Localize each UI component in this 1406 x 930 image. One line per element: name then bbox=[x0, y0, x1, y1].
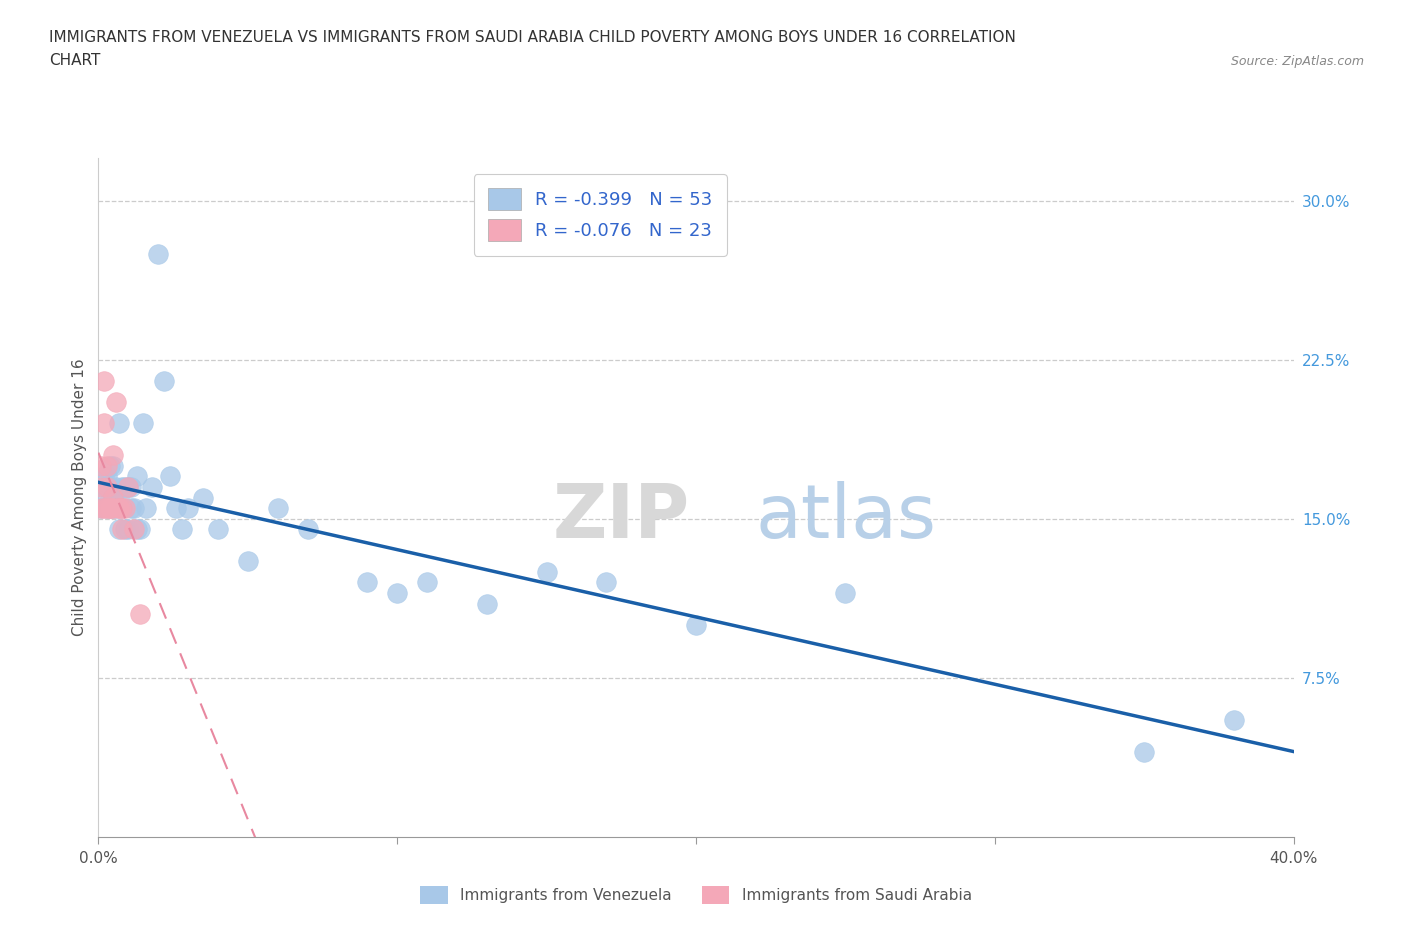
Point bbox=[172, 522, 194, 537]
Point bbox=[103, 490, 125, 505]
Point bbox=[356, 575, 378, 590]
Point bbox=[93, 480, 115, 495]
Point bbox=[267, 500, 290, 515]
Point bbox=[117, 522, 139, 537]
Point bbox=[475, 596, 498, 611]
Point bbox=[105, 394, 128, 409]
Point bbox=[834, 586, 856, 601]
Point bbox=[100, 500, 122, 515]
Point bbox=[105, 480, 128, 495]
Text: atlas: atlas bbox=[756, 482, 936, 554]
Point bbox=[96, 500, 118, 515]
Point bbox=[120, 500, 142, 515]
Text: Source: ZipAtlas.com: Source: ZipAtlas.com bbox=[1230, 55, 1364, 68]
Point bbox=[100, 500, 122, 515]
Point bbox=[108, 500, 131, 515]
Point bbox=[297, 522, 319, 537]
Point bbox=[148, 246, 170, 261]
Point bbox=[416, 575, 439, 590]
Point bbox=[108, 522, 131, 537]
Point bbox=[595, 575, 617, 590]
Point bbox=[103, 490, 125, 505]
Point bbox=[90, 500, 112, 515]
Point bbox=[90, 458, 112, 473]
Point bbox=[93, 500, 115, 515]
Point bbox=[96, 469, 118, 484]
Point bbox=[93, 469, 115, 484]
Point bbox=[111, 522, 134, 537]
Point bbox=[159, 469, 181, 484]
Point bbox=[108, 416, 131, 431]
Point bbox=[177, 500, 200, 515]
Legend: R = -0.399   N = 53, R = -0.076   N = 23: R = -0.399 N = 53, R = -0.076 N = 23 bbox=[474, 174, 727, 256]
Point bbox=[111, 480, 134, 495]
Point bbox=[103, 447, 125, 462]
Point bbox=[120, 480, 142, 495]
Point bbox=[100, 500, 122, 515]
Y-axis label: Child Poverty Among Boys Under 16: Child Poverty Among Boys Under 16 bbox=[72, 359, 87, 636]
Point bbox=[111, 500, 134, 515]
Legend: Immigrants from Venezuela, Immigrants from Saudi Arabia: Immigrants from Venezuela, Immigrants fr… bbox=[413, 880, 979, 910]
Point bbox=[127, 469, 149, 484]
Text: ZIP: ZIP bbox=[553, 482, 690, 554]
Point bbox=[114, 522, 136, 537]
Point bbox=[117, 480, 139, 495]
Point bbox=[165, 500, 187, 515]
Point bbox=[108, 490, 131, 505]
Point bbox=[129, 606, 152, 621]
Point bbox=[132, 416, 155, 431]
Point bbox=[114, 480, 136, 495]
Point bbox=[135, 500, 157, 515]
Point bbox=[103, 500, 125, 515]
Point bbox=[114, 500, 136, 515]
Point bbox=[96, 490, 118, 505]
Point bbox=[191, 490, 214, 505]
Point bbox=[105, 500, 128, 515]
Point bbox=[100, 458, 122, 473]
Point bbox=[93, 416, 115, 431]
Point bbox=[129, 522, 152, 537]
Point bbox=[124, 500, 146, 515]
Point bbox=[90, 480, 112, 495]
Point bbox=[111, 500, 134, 515]
Point bbox=[96, 500, 118, 515]
Point bbox=[207, 522, 229, 537]
Point bbox=[117, 480, 139, 495]
Point bbox=[124, 522, 146, 537]
Point bbox=[96, 480, 118, 495]
Text: IMMIGRANTS FROM VENEZUELA VS IMMIGRANTS FROM SAUDI ARABIA CHILD POVERTY AMONG BO: IMMIGRANTS FROM VENEZUELA VS IMMIGRANTS … bbox=[49, 30, 1017, 45]
Point bbox=[1223, 713, 1246, 728]
Text: CHART: CHART bbox=[49, 53, 101, 68]
Point bbox=[127, 522, 149, 537]
Point bbox=[141, 480, 163, 495]
Point bbox=[153, 374, 176, 389]
Point bbox=[100, 480, 122, 495]
Point bbox=[103, 458, 125, 473]
Point bbox=[385, 586, 409, 601]
Point bbox=[108, 500, 131, 515]
Point bbox=[103, 500, 125, 515]
Point bbox=[1133, 745, 1156, 760]
Point bbox=[536, 565, 558, 579]
Point bbox=[90, 500, 112, 515]
Point bbox=[236, 553, 259, 568]
Point bbox=[685, 618, 707, 632]
Point bbox=[93, 374, 115, 389]
Point bbox=[96, 458, 118, 473]
